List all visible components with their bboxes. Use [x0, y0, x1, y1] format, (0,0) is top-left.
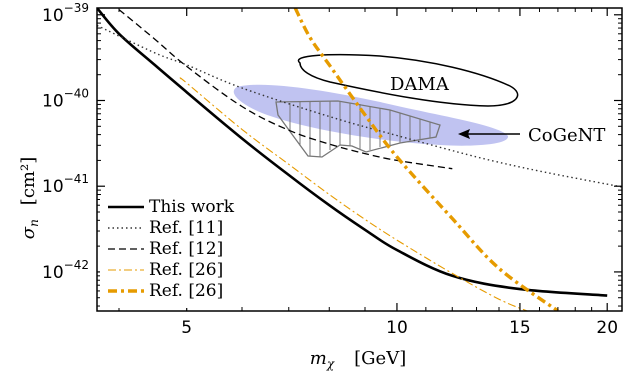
legend-label: Ref. [26] — [149, 281, 223, 301]
x-axis-subscript: χ — [326, 357, 335, 371]
cogent-region — [233, 84, 509, 146]
y-axis-unit: [cm²] — [18, 157, 39, 205]
series-line-0 — [97, 8, 608, 297]
x-tick-label: 15 — [509, 318, 531, 338]
y-tick-label: 10−39 — [42, 1, 89, 26]
dama-contour — [297, 53, 519, 107]
series-line-3 — [179, 77, 529, 311]
y-axis-subscript: n — [27, 219, 41, 227]
svg-text:σn[cm²]: σn [cm²] — [18, 157, 41, 239]
y-axis-label: σn [cm²] — [18, 157, 41, 239]
x-axis-unit: [GeV] — [354, 348, 406, 369]
x-axis-label: mχ [GeV] — [310, 348, 406, 371]
cogent-arrow — [458, 129, 520, 139]
series-layer — [97, 8, 622, 311]
legend-label: This work — [149, 197, 235, 217]
y-tick-label: 10−41 — [42, 172, 89, 197]
x-tick-label: 10 — [386, 318, 408, 338]
y-axis-symbol: σ — [18, 226, 39, 239]
legend-background — [100, 196, 220, 308]
cogent-label: CoGeNT — [528, 125, 605, 146]
plot-frame — [96, 7, 623, 312]
y-tick-label: 10−42 — [42, 258, 89, 283]
x-tick-label: 5 — [181, 318, 192, 338]
x-axis-symbol: m — [310, 348, 327, 369]
hatched-region-lines — [289, 101, 431, 157]
legend-label: Ref. [11] — [149, 218, 223, 238]
y-tick-label: 10−40 — [42, 86, 89, 111]
legend-label: Ref. [12] — [149, 239, 223, 259]
series-line-4 — [293, 8, 559, 311]
series-line-2 — [118, 9, 453, 170]
legend-label: Ref. [26] — [149, 260, 223, 280]
x-tick-label: 20 — [596, 318, 618, 338]
hatched-region-outline — [275, 100, 441, 158]
svg-text:mχ[GeV]: mχ [GeV] — [310, 348, 406, 371]
dama-label: DAMA — [390, 74, 450, 95]
